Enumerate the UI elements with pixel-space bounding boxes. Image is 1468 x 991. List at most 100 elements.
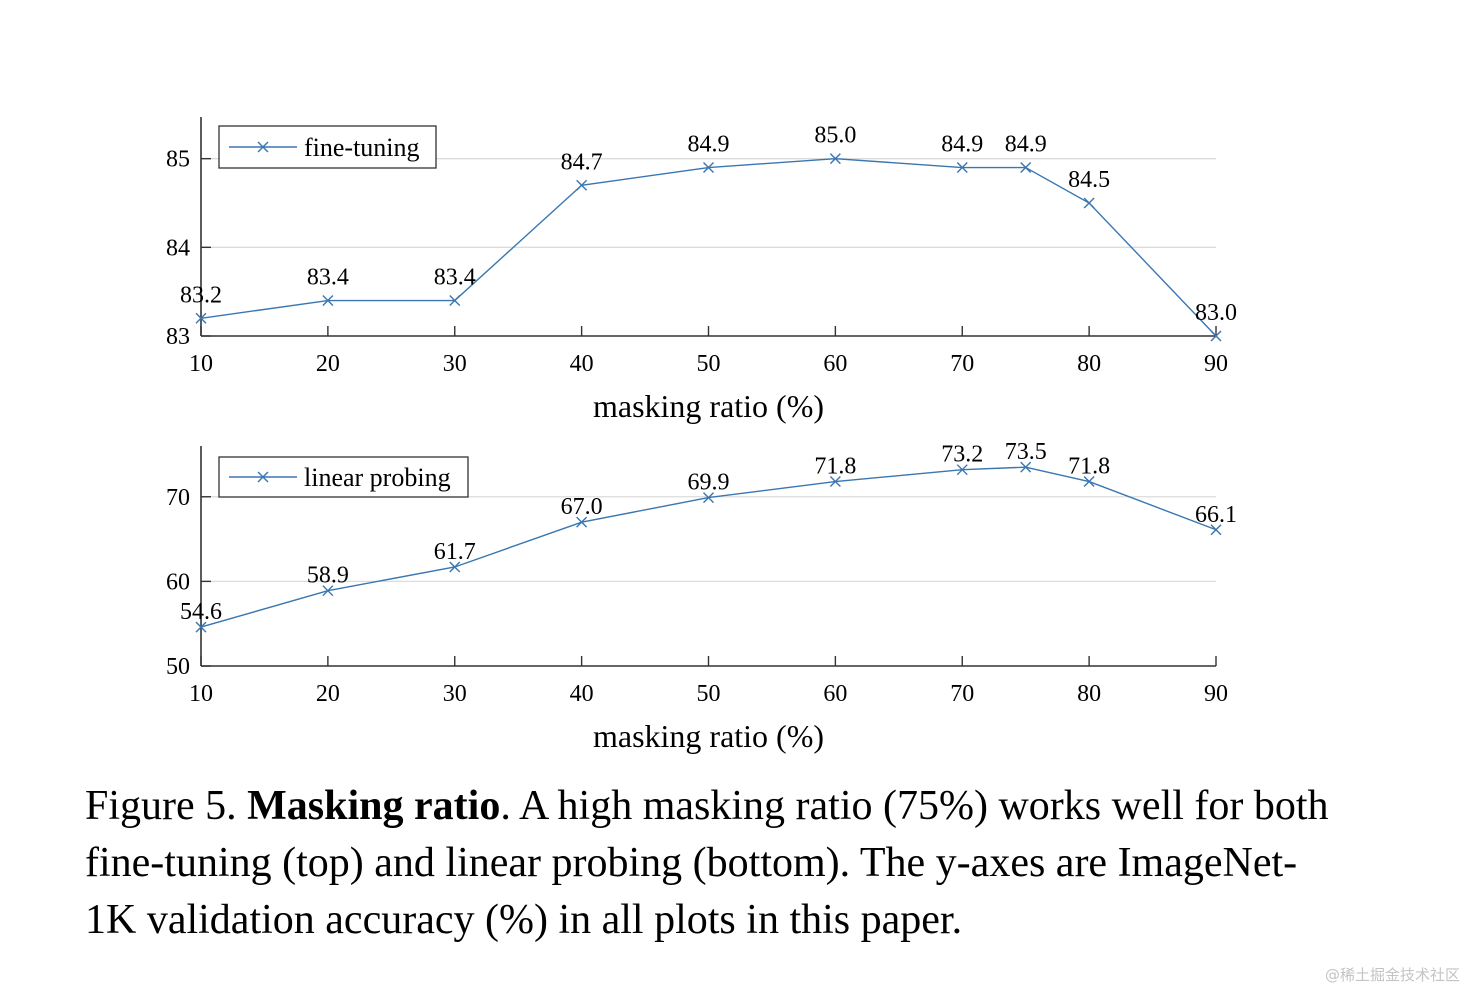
marker-stroke — [449, 295, 461, 307]
chart-panel-2: 50 60 70 10 20 30 40 50 60 70 80 90 masking ratio (%… — [166, 439, 1237, 754]
marker-stroke — [703, 492, 714, 504]
marker-stroke — [576, 516, 588, 528]
data-label: 84.7 — [561, 149, 603, 175]
x-tick-label: 50 — [697, 351, 721, 377]
data-label: 83.0 — [1195, 300, 1237, 326]
caption-bold-title: Masking ratio — [247, 783, 501, 829]
x-tick-label: 20 — [316, 681, 340, 707]
figure-caption: Figure 5. Masking ratio. A high masking … — [85, 778, 1345, 949]
marker-stroke — [956, 162, 968, 174]
data-point-marker — [1210, 524, 1222, 536]
data-point-marker — [956, 162, 968, 174]
data-label: 58.9 — [307, 563, 349, 589]
marker-stroke — [449, 561, 461, 573]
y-tick-label: 84 — [166, 235, 190, 261]
legend-marker-stroke — [257, 141, 269, 153]
x-tick-label: 80 — [1077, 681, 1101, 707]
marker-stroke — [195, 621, 207, 633]
data-point-marker — [576, 516, 588, 528]
legend-label: fine-tuning — [304, 133, 420, 162]
data-point-marker — [576, 179, 588, 191]
y-tick-label: 50 — [166, 654, 190, 680]
x-tick-label: 80 — [1077, 351, 1101, 377]
marker-stroke — [1083, 476, 1095, 488]
y-tick-label: 85 — [166, 147, 190, 173]
data-point-marker — [449, 561, 461, 573]
chart-panel-1: 83 84 85 10 20 30 40 50 60 70 80 90 masking ratio (%… — [166, 117, 1237, 424]
x-tick-label: 40 — [570, 351, 594, 377]
caption-prefix: Figure 5. — [85, 783, 248, 829]
marker-stroke — [1083, 197, 1095, 209]
marker-stroke — [703, 162, 714, 174]
x-tick-label: 60 — [823, 351, 847, 377]
x-tick-label: 10 — [189, 351, 213, 377]
legend: linear probing — [218, 456, 469, 498]
data-point-marker — [195, 312, 207, 324]
data-point-marker — [829, 476, 841, 488]
series-line — [200, 466, 1217, 628]
x-tick-label: 90 — [1204, 351, 1228, 377]
caption-text: . A high masking ratio (75%) works well … — [85, 783, 1329, 943]
watermark: @稀土掘金技术社区 — [1324, 966, 1460, 984]
data-point-marker — [1210, 330, 1222, 342]
data-label: 84.9 — [688, 132, 730, 158]
x-tick-label: 50 — [697, 681, 721, 707]
legend: fine-tuning — [218, 125, 437, 169]
marker-stroke — [829, 476, 841, 488]
data-point-marker — [829, 153, 841, 165]
data-point-marker — [1020, 162, 1032, 174]
x-tick-label: 30 — [443, 351, 467, 377]
x-axis-title: masking ratio (%) — [593, 388, 824, 424]
data-point-marker — [1083, 197, 1095, 209]
marker-stroke — [322, 295, 334, 307]
x-tick-label: 10 — [189, 681, 213, 707]
x-tick-label: 30 — [443, 681, 467, 707]
x-tick-label: 70 — [950, 681, 974, 707]
series-line — [200, 157, 1217, 337]
data-point-marker — [449, 295, 461, 307]
data-label: 84.9 — [1005, 132, 1047, 158]
data-label: 83.4 — [307, 265, 349, 291]
data-point-marker — [195, 621, 207, 633]
data-label: 83.4 — [434, 265, 476, 291]
data-label: 66.1 — [1195, 502, 1237, 528]
data-point-marker — [322, 585, 334, 597]
data-point-marker — [703, 492, 714, 504]
y-tick-label: 60 — [166, 569, 190, 595]
y-tick-label: 83 — [166, 324, 190, 350]
data-point-marker — [322, 295, 334, 307]
data-label: 54.6 — [180, 599, 222, 625]
data-label: 71.8 — [814, 454, 856, 480]
data-label: 84.5 — [1068, 167, 1110, 193]
data-label: 61.7 — [434, 539, 476, 565]
x-tick-label: 60 — [823, 681, 847, 707]
y-tick-label: 70 — [166, 485, 190, 511]
data-point-marker — [703, 162, 714, 174]
data-label: 67.0 — [561, 494, 603, 520]
legend-marker-stroke — [257, 471, 269, 483]
legend-box — [218, 456, 469, 498]
data-label: 73.2 — [941, 442, 983, 468]
legend-label: linear probing — [304, 463, 451, 492]
x-tick-label: 90 — [1204, 681, 1228, 707]
x-tick-label: 70 — [950, 351, 974, 377]
x-tick-label: 20 — [316, 351, 340, 377]
marker-stroke — [956, 464, 968, 476]
data-label: 71.8 — [1068, 454, 1110, 480]
data-point-marker — [1020, 461, 1032, 473]
marker-stroke — [576, 179, 588, 191]
marker-stroke — [1210, 330, 1222, 342]
data-label: 85.0 — [814, 123, 856, 149]
marker-stroke — [1020, 162, 1032, 174]
data-label: 73.5 — [1005, 439, 1047, 465]
x-axis-title: masking ratio (%) — [593, 718, 824, 754]
data-label: 69.9 — [688, 470, 730, 496]
marker-stroke — [322, 585, 334, 597]
marker-stroke — [195, 312, 207, 324]
marker-stroke — [1020, 461, 1032, 473]
data-label: 84.9 — [941, 132, 983, 158]
data-point-marker — [956, 464, 968, 476]
data-point-marker — [1083, 476, 1095, 488]
data-label: 83.2 — [180, 282, 222, 308]
